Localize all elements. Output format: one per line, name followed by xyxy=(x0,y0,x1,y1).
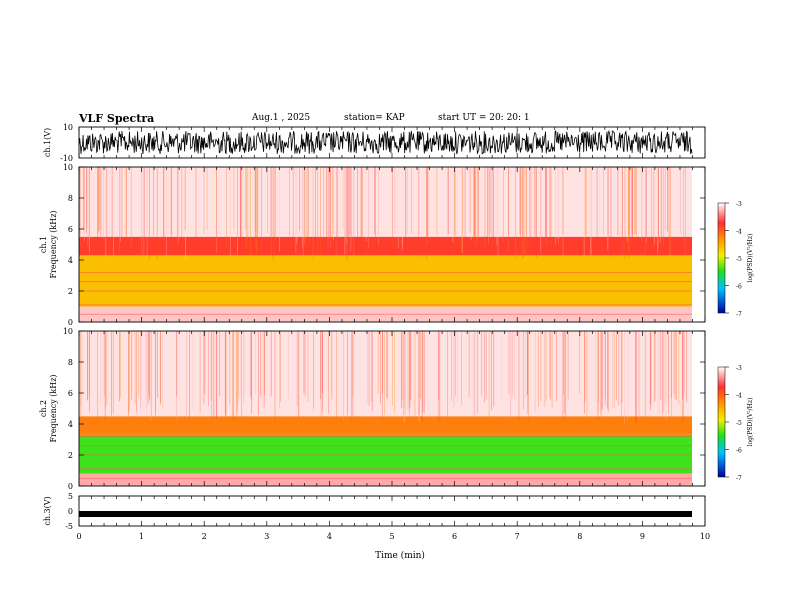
colorbar-label: log(PSD)(V²/Hz) xyxy=(747,234,754,283)
y-tick-label: 6 xyxy=(68,389,73,398)
x-tick-label: 2 xyxy=(202,532,207,541)
ch1-waveform-trace xyxy=(78,129,693,155)
start-time-label: start UT = 20: 20: 1 xyxy=(438,113,530,123)
ch3-ylabel: ch.3(V) xyxy=(43,496,52,525)
x-tick-label: 4 xyxy=(327,532,332,541)
y-tick-label: 10 xyxy=(63,327,73,336)
x-tick-label: 8 xyxy=(577,532,582,541)
station-label: station= KAP xyxy=(344,113,405,123)
colorbar-tick-label: -6 xyxy=(736,284,742,291)
colorbar-tick-label: -4 xyxy=(736,393,742,400)
spectrogram-band xyxy=(79,331,692,417)
ch3-ytick-label: 5 xyxy=(68,492,73,501)
y-tick-label: 4 xyxy=(68,256,73,265)
spectrogram-band xyxy=(79,236,692,256)
colorbar-tick-label: -6 xyxy=(736,448,742,455)
x-tick-label: 10 xyxy=(700,532,710,541)
ch1-ylabel: ch.1(V) xyxy=(43,128,52,157)
spectrogram-ylabel-channel: ch.1 xyxy=(39,236,48,253)
ch1-ytick-bottom: -10 xyxy=(60,154,73,163)
colorbar-tick-label: -7 xyxy=(736,475,742,482)
y-tick-label: 10 xyxy=(63,163,73,172)
spectrogram-band xyxy=(79,434,692,474)
colorbar-tick-label: -3 xyxy=(736,365,742,372)
x-axis-label: Time (min) xyxy=(375,550,425,561)
ch3-ytick-label: 0 xyxy=(68,507,73,516)
y-tick-label: 2 xyxy=(68,287,73,296)
colorbar xyxy=(717,366,726,478)
date-label: Aug.1 , 2025 xyxy=(252,113,311,123)
chart-title: VLF Spectra xyxy=(79,112,155,125)
spectrogram-band xyxy=(79,416,692,435)
colorbar-tick-label: -5 xyxy=(736,420,742,427)
ch3-waveform-trace xyxy=(79,511,692,517)
colorbar-tick-label: -5 xyxy=(736,256,742,263)
y-tick-label: 8 xyxy=(68,194,73,203)
x-tick-label: 0 xyxy=(76,532,81,541)
ch3-ytick-label: -5 xyxy=(65,522,73,531)
spectrogram-ylabel-channel: ch.2 xyxy=(39,400,48,417)
y-tick-label: 8 xyxy=(68,358,73,367)
spectrogram-band xyxy=(79,255,692,307)
spectrogram-band xyxy=(79,167,692,237)
y-tick-label: 2 xyxy=(68,451,73,460)
x-tick-label: 3 xyxy=(264,532,269,541)
y-tick-label: 4 xyxy=(68,420,73,429)
y-tick-label: 6 xyxy=(68,225,73,234)
x-tick-label: 1 xyxy=(139,532,144,541)
colorbar-tick-label: -3 xyxy=(736,201,742,208)
colorbar-label: log(PSD)(V²/Hz) xyxy=(747,398,754,447)
x-tick-label: 5 xyxy=(389,532,394,541)
spectrogram-ylabel-frequency: Frequency (kHz) xyxy=(49,210,58,278)
spectrogram-ylabel-frequency: Frequency (kHz) xyxy=(49,374,58,442)
x-tick-label: 7 xyxy=(515,532,520,541)
colorbar-tick-label: -4 xyxy=(736,229,742,236)
ch1-ytick-top: 10 xyxy=(63,123,73,132)
colorbar xyxy=(717,202,726,314)
x-tick-label: 6 xyxy=(452,532,457,541)
x-tick-label: 9 xyxy=(640,532,645,541)
y-tick-label: 0 xyxy=(68,318,73,327)
colorbar-tick-label: -7 xyxy=(736,311,742,318)
y-tick-label: 0 xyxy=(68,482,73,491)
spectrogram-band xyxy=(79,473,692,486)
